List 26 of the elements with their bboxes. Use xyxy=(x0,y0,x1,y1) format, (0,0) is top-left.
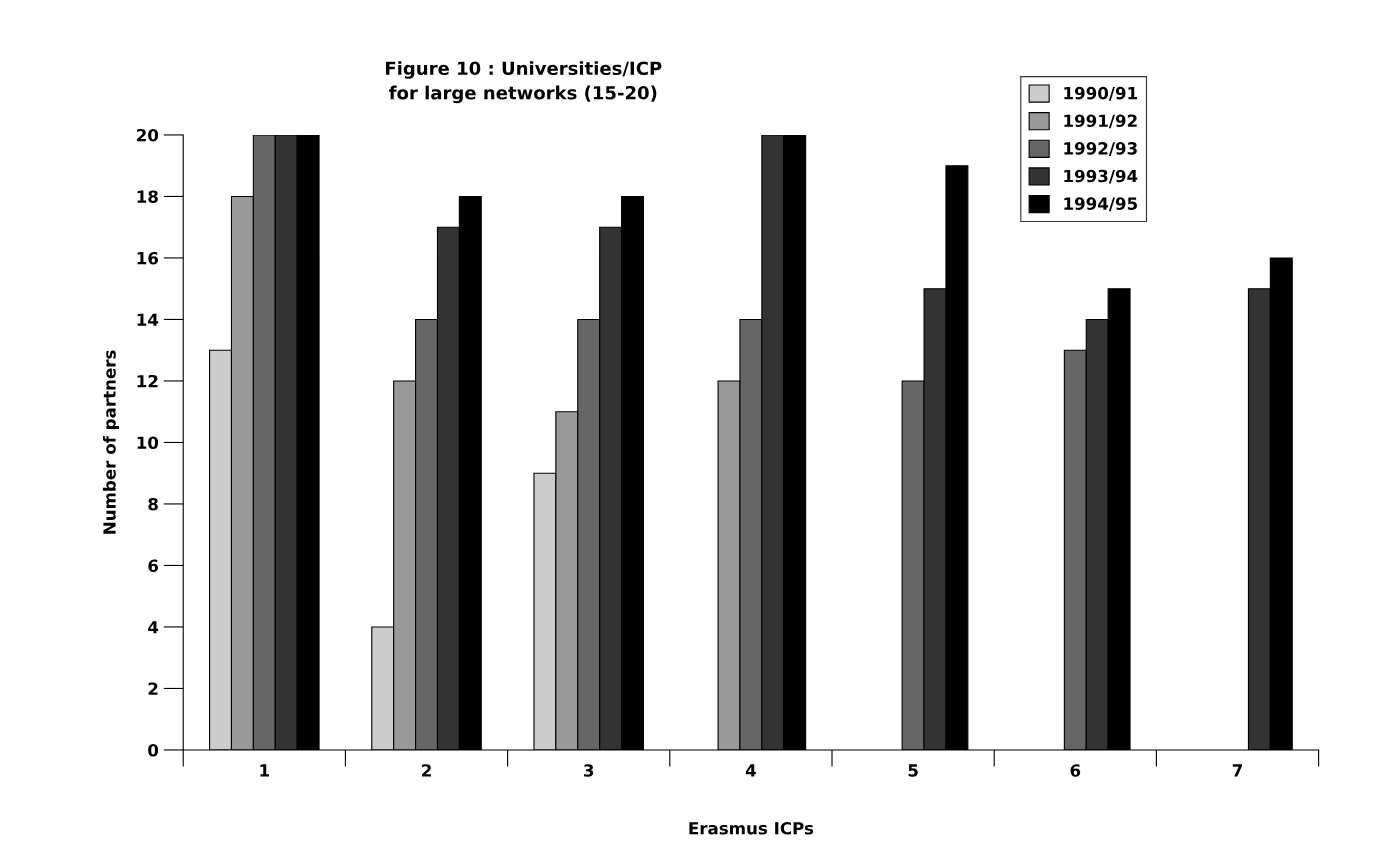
chart-title: Figure 10 : Universities/ICP for large networks (15-20) xyxy=(386,61,662,104)
y-tick-label: 6 xyxy=(148,559,159,573)
legend-label: 1994/95 xyxy=(1064,197,1137,212)
legend-label: 1991/92 xyxy=(1064,114,1137,129)
y-tick-label: 20 xyxy=(137,128,159,142)
y-tick-label: 2 xyxy=(148,682,158,695)
legend-label: 1993/94 xyxy=(1064,169,1138,184)
y-tick-label: 14 xyxy=(137,313,159,326)
legend-label: 1990/91 xyxy=(1064,86,1137,101)
legend-label: 1992/93 xyxy=(1064,142,1137,156)
x-tick-label: 4 xyxy=(745,764,756,777)
x-tick-label: 2 xyxy=(422,764,431,777)
y-tick-label: 12 xyxy=(137,374,158,388)
x-tick-label: 7 xyxy=(1232,764,1242,777)
x-axis-title: Erasmus ICPs xyxy=(689,821,814,835)
y-tick-label: 8 xyxy=(148,497,158,511)
x-tick-label: 3 xyxy=(584,764,594,777)
x-tick-label: 5 xyxy=(908,764,918,777)
x-tick-label: 1 xyxy=(260,764,269,777)
y-tick-label: 10 xyxy=(137,436,159,450)
y-tick-label: 0 xyxy=(148,743,159,757)
y-axis-title: Number of partners xyxy=(102,350,120,534)
y-tick-label: 4 xyxy=(148,621,159,634)
y-tick-label: 16 xyxy=(137,251,159,265)
x-tick-label: 6 xyxy=(1070,764,1081,777)
y-tick-label: 18 xyxy=(137,190,158,204)
